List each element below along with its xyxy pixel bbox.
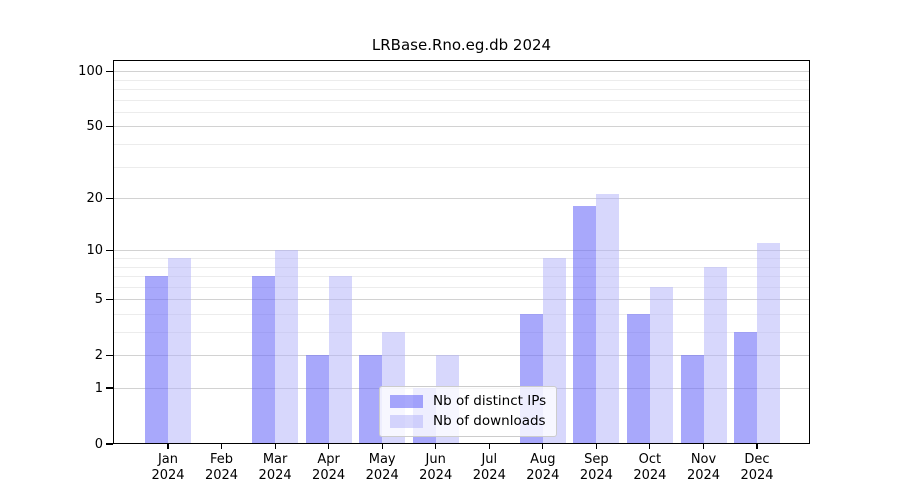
x-tick-mark	[702, 444, 705, 449]
x-tick-mark	[167, 444, 169, 449]
bar-apr-ips	[305, 355, 329, 444]
gridline-minor	[113, 314, 810, 315]
bar-dec-ips	[734, 332, 757, 444]
y-tick-mark	[106, 125, 113, 127]
gridline-minor	[113, 286, 810, 288]
legend-label-distinct-ips: Nb of distinct IPs	[433, 393, 547, 409]
x-tick-label: Feb 2024	[204, 452, 239, 483]
bar-sep-ips	[573, 206, 597, 444]
x-tick-mark	[328, 444, 330, 449]
y-tick-label: 5	[94, 291, 103, 307]
gridline-minor	[113, 99, 810, 101]
x-tick-label: Sep 2024	[579, 452, 613, 483]
gridline-minor	[113, 276, 810, 277]
x-tick-label: Jul 2024	[472, 452, 506, 483]
gridline-major	[113, 355, 810, 357]
bar-oct-downloads	[649, 286, 673, 444]
x-tick-label: Dec 2024	[740, 452, 774, 483]
y-tick-mark	[106, 197, 113, 199]
plot-area: 100 50 20 10 5 2 1 0 Jan 2024 Feb 2024 Mar 2024 Ap…	[78, 60, 810, 483]
gridline-minor	[113, 266, 810, 268]
x-tick-label: Mar 2024	[258, 452, 292, 483]
y-tick-mark	[106, 249, 113, 251]
x-tick-label: Nov 2024	[686, 452, 721, 483]
y-tick-mark	[106, 70, 113, 72]
bar-oct-ips	[626, 314, 650, 444]
y-tick-label: 2	[94, 347, 103, 363]
bar-jan-downloads	[168, 258, 191, 444]
gridline-minor	[113, 144, 810, 145]
bar-mar-ips	[252, 276, 276, 444]
gridline-minor	[113, 111, 810, 113]
x-tick-label: Aug 2024	[526, 452, 560, 483]
x-tick-mark	[220, 444, 223, 449]
y-tick-label: 50	[86, 118, 103, 134]
gridline-major	[113, 71, 810, 73]
x-tick-label: Oct 2024	[633, 452, 667, 483]
bar-mar-downloads	[275, 250, 299, 444]
gridline-minor	[113, 332, 810, 333]
legend: Nb of distinct IPs Nb of downloads	[379, 386, 558, 437]
y-tick-mark	[106, 354, 113, 356]
y-tick-label: 20	[86, 190, 103, 206]
x-tick-mark	[381, 444, 383, 449]
bar-apr-downloads	[328, 276, 352, 444]
x-tick-mark	[488, 444, 490, 449]
legend-swatch-downloads	[390, 415, 423, 428]
legend-label-downloads: Nb of downloads	[433, 413, 546, 429]
gridline-minor	[113, 89, 810, 90]
gridline-major	[113, 126, 810, 128]
gridline-major	[113, 250, 810, 252]
gridline-minor	[113, 258, 810, 259]
legend-row-distinct-ips: Nb of distinct IPs	[390, 394, 546, 409]
bar-nov-downloads	[703, 266, 727, 444]
x-tick-label: May 2024	[365, 452, 399, 483]
chart-title: LRBase.Rno.eg.db 2024	[371, 36, 552, 54]
gridline-minor	[113, 166, 810, 168]
y-tick-label: 10	[86, 242, 103, 258]
x-tick-mark	[649, 444, 651, 449]
x-tick-mark	[274, 444, 276, 449]
y-tick-mark	[106, 298, 113, 300]
x-tick-label: Apr 2024	[312, 452, 346, 483]
bar-sep-downloads	[596, 194, 620, 444]
x-tick-label: Jan 2024	[151, 452, 185, 483]
x-tick-mark	[595, 444, 597, 449]
bar-dec-downloads	[757, 243, 780, 444]
gridline-major	[113, 299, 810, 301]
x-tick-mark	[435, 444, 437, 449]
legend-row-downloads: Nb of downloads	[390, 414, 546, 429]
y-tick-label: 100	[78, 63, 103, 79]
bar-nov-ips	[680, 355, 704, 444]
gridline-major	[113, 198, 810, 200]
y-tick-mark	[106, 443, 113, 445]
gridline-minor	[113, 79, 810, 81]
bar-may-ips	[359, 355, 383, 444]
legend-swatch-distinct-ips	[390, 395, 423, 408]
y-tick-mark	[106, 387, 113, 389]
bar-jan-ips	[145, 276, 168, 444]
y-tick-label: 0	[94, 436, 103, 452]
x-tick-mark	[542, 444, 544, 449]
y-tick-label: 1	[94, 380, 103, 396]
x-tick-mark	[756, 444, 758, 449]
x-tick-label: Jun 2024	[419, 452, 453, 483]
